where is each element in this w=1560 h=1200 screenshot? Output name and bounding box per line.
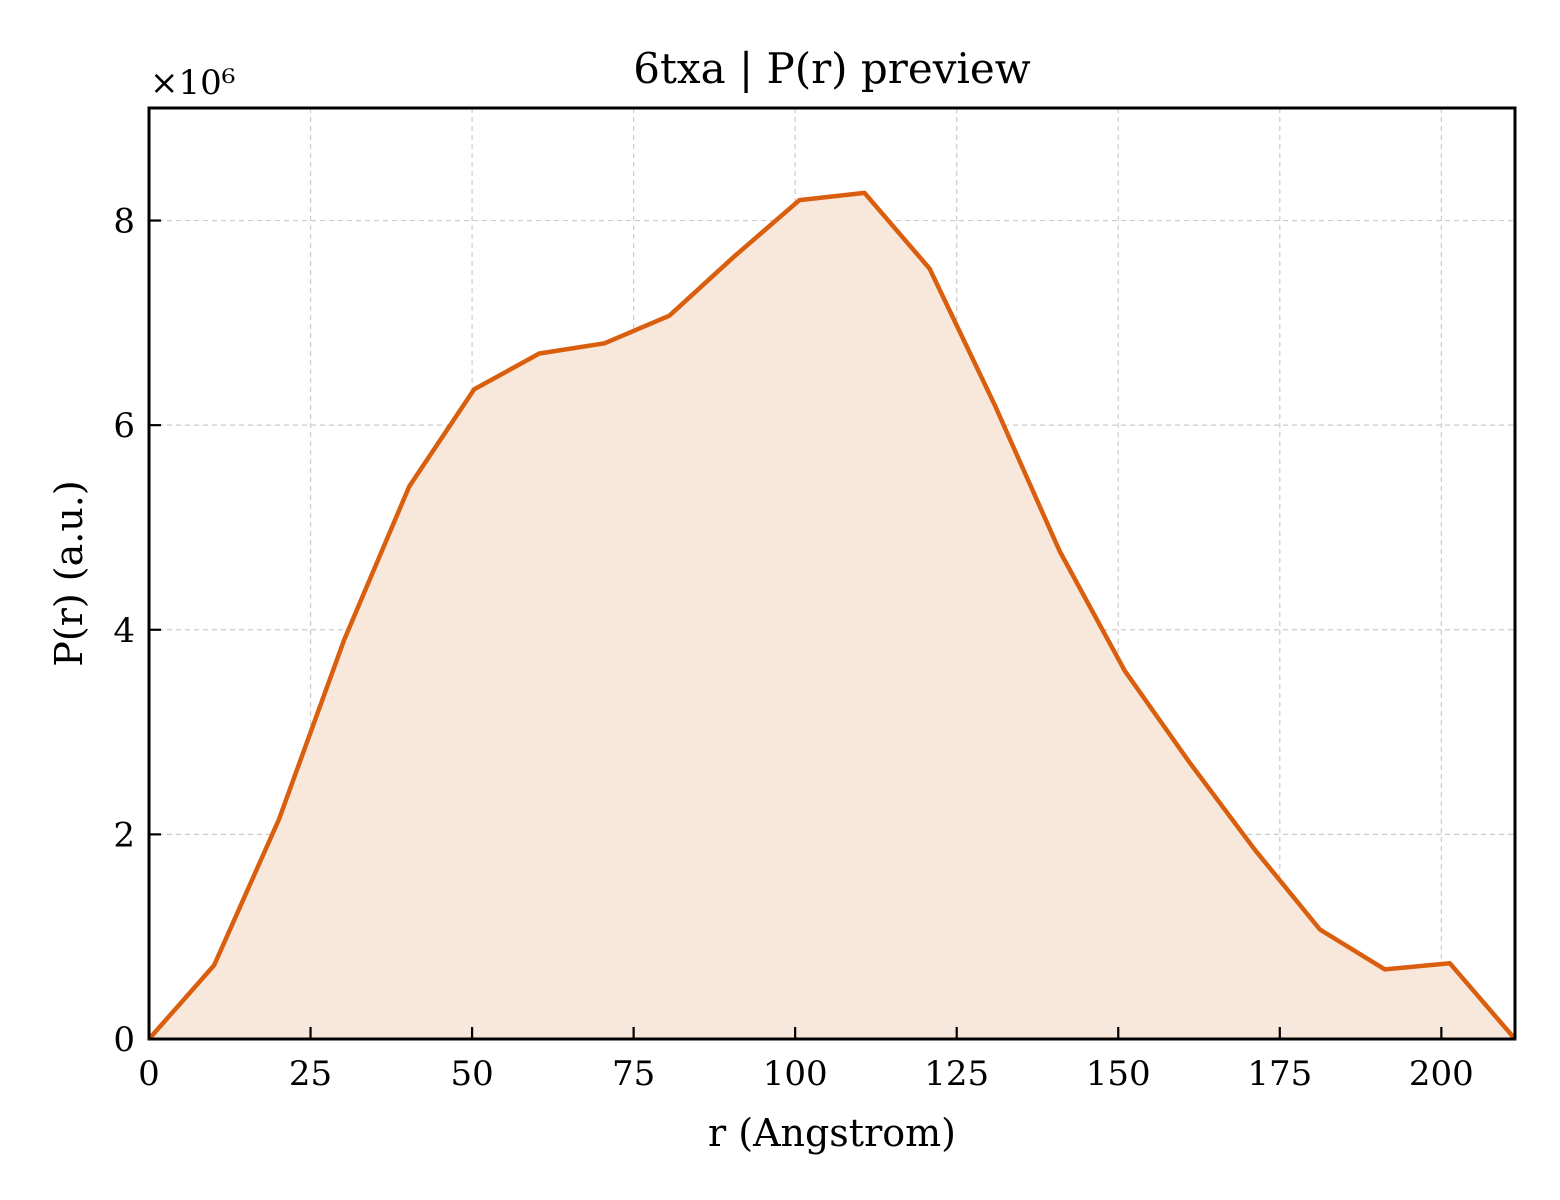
x-tick-label: 50 [450, 1054, 493, 1094]
x-tick-label: 25 [289, 1054, 332, 1094]
data-point [148, 1038, 150, 1040]
data-point [1449, 962, 1451, 964]
data-point [864, 192, 866, 194]
data-point [929, 268, 931, 270]
data-point [603, 342, 605, 344]
x-tick-label: 0 [138, 1054, 160, 1094]
data-point [1514, 1038, 1516, 1040]
y-axis-label: P(r) (a.u.) [47, 480, 91, 666]
y-multiplier-label: ×10⁶ [150, 63, 235, 103]
data-point [798, 199, 800, 201]
data-point [994, 404, 996, 406]
y-tick-label: 8 [113, 202, 135, 242]
y-tick-label: 6 [113, 406, 135, 446]
data-point [213, 964, 215, 966]
data-point [408, 486, 410, 488]
data-point [1254, 849, 1256, 851]
data-point [733, 255, 735, 257]
y-tick-label: 4 [113, 611, 135, 651]
data-point [1189, 762, 1191, 764]
x-tick-label: 175 [1247, 1054, 1312, 1094]
x-tick-label: 125 [924, 1054, 989, 1094]
chart-title: 6txa | P(r) preview [633, 44, 1030, 93]
data-point [1059, 550, 1061, 552]
x-tick-label: 75 [612, 1054, 655, 1094]
data-point [668, 315, 670, 317]
data-point [1319, 929, 1321, 931]
y-tick-label: 0 [113, 1020, 135, 1060]
x-tick-label: 150 [1086, 1054, 1151, 1094]
data-point [1124, 670, 1126, 672]
pr-area-fill [149, 192, 1515, 1039]
x-tick-label: 100 [763, 1054, 828, 1094]
data-point [473, 388, 475, 390]
data-point [278, 818, 280, 820]
pr-line [147, 190, 1517, 1041]
data-point [1384, 968, 1386, 970]
data-point [538, 353, 540, 355]
plot-frame [147, 106, 1517, 1041]
data-point [343, 639, 345, 641]
x-axis-label: r (Angstrom) [708, 1111, 956, 1155]
x-tick-label: 200 [1409, 1054, 1474, 1094]
y-tick-label: 2 [113, 815, 135, 855]
